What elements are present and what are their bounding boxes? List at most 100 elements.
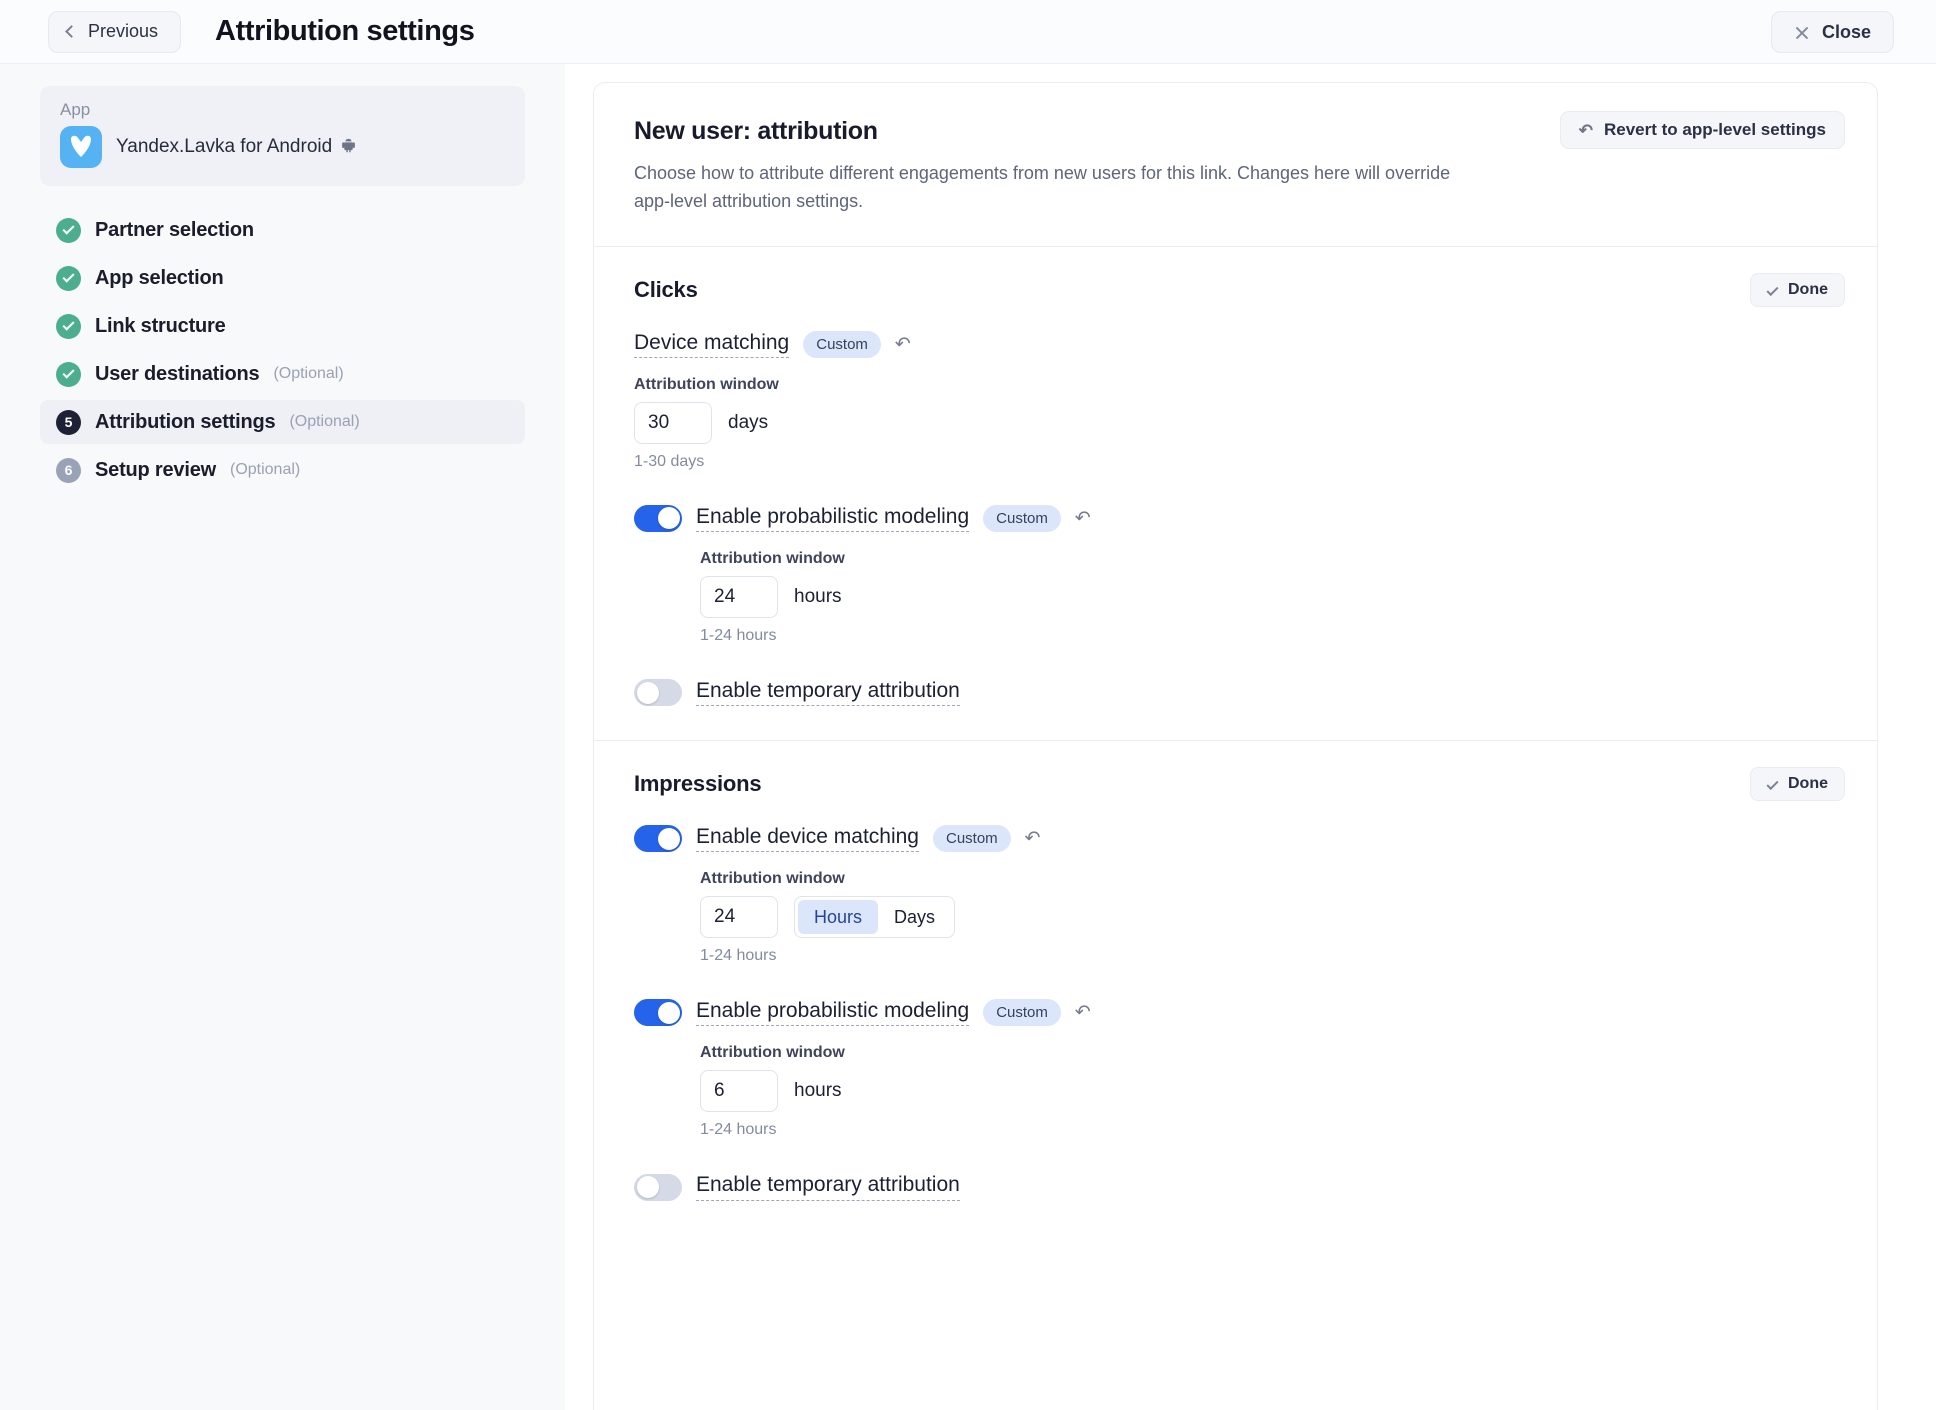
close-button-label: Close <box>1821 21 1871 42</box>
step-check-icon <box>56 361 81 387</box>
impressions-temporary-attribution-label[interactable]: Enable temporary attribution <box>696 1173 960 1201</box>
top-bar: Previous Attribution settings Close <box>0 0 1936 64</box>
attribution-window-label: Attribution window <box>700 1044 845 1062</box>
section-divider <box>594 245 1877 247</box>
clicks-section: Clicks Done Device matching Custom ↶ Att… <box>594 247 1877 740</box>
revert-button-label: Revert to app-level settings <box>1603 120 1826 139</box>
sidebar-item-label: Attribution settings <box>95 410 276 433</box>
impressions-temporary-attribution-toggle[interactable] <box>634 1173 682 1201</box>
impressions-probabilistic-label[interactable]: Enable probabilistic modeling <box>696 999 970 1027</box>
clicks-done-button[interactable]: Done <box>1750 272 1845 307</box>
attribution-window-line: hours <box>700 576 1837 619</box>
device-matching-custom-badge: Custom <box>803 330 881 358</box>
card-description: Choose how to attribute different engage… <box>634 163 1451 211</box>
previous-button-label: Previous <box>88 21 159 41</box>
clicks-probabilistic-label[interactable]: Enable probabilistic modeling <box>696 505 970 533</box>
app-name: Yandex.Lavka for Android <box>116 136 357 158</box>
section-divider <box>594 740 1877 742</box>
clicks-device-matching-window: Attribution window days 1-30 days <box>634 376 1837 471</box>
impressions-device-matching-row: Enable device matching Custom ↶ <box>634 825 1837 853</box>
sidebar-item-optional: (Optional) <box>229 461 301 478</box>
attribution-window-label: Attribution window <box>634 375 779 393</box>
android-icon <box>340 136 357 158</box>
segment-days[interactable]: Days <box>894 906 936 927</box>
impressions-device-matching-custom-badge: Custom <box>932 825 1011 853</box>
close-icon <box>1794 25 1809 40</box>
impressions-device-matching-label[interactable]: Enable device matching <box>696 825 919 853</box>
label-dotted: probabilistic modeling <box>767 999 970 1023</box>
impressions-device-matching-window-input[interactable] <box>700 896 778 939</box>
impressions-section: Impressions Done Enable device matching … <box>594 741 1877 1234</box>
attribution-window-hint: 1-24 hours <box>700 627 777 645</box>
check-icon <box>1766 283 1779 296</box>
clicks-probabilistic-toggle[interactable] <box>634 504 682 532</box>
attribution-window-unit: hours <box>794 586 842 608</box>
impressions-probabilistic-window-input[interactable] <box>700 1070 778 1113</box>
step-number-badge: 5 <box>56 409 81 435</box>
close-button[interactable]: Close <box>1770 11 1894 53</box>
sidebar-item-attribution-settings[interactable]: 5 Attribution settings (Optional) <box>40 400 525 444</box>
clicks-temporary-attribution-label[interactable]: Enable temporary attribution <box>696 679 960 707</box>
page-title: Attribution settings <box>215 15 475 47</box>
impressions-window-unit-segmented: Hours Days <box>794 896 956 939</box>
reset-impressions-device-matching-icon[interactable]: ↶ <box>1024 828 1041 850</box>
label-dotted: device matching <box>767 825 919 849</box>
impressions-section-title: Impressions <box>634 771 762 797</box>
label-dotted: temporary attribution <box>767 1173 960 1197</box>
clicks-probabilistic-window: Attribution window hours 1-24 hours <box>700 550 1837 645</box>
segment-hours[interactable]: Hours <box>798 900 879 935</box>
undo-icon: ↶ <box>1578 120 1593 140</box>
reset-device-matching-icon[interactable]: ↶ <box>894 333 911 355</box>
attribution-window-line: days <box>634 401 1837 444</box>
sidebar-item-setup-review[interactable]: 6 Setup review (Optional) <box>40 448 525 492</box>
sidebar-item-label: Link structure <box>95 314 226 337</box>
clicks-section-title: Clicks <box>634 276 698 302</box>
sidebar-item-user-destinations[interactable]: User destinations (Optional) <box>40 352 525 396</box>
clicks-temporary-row: Enable temporary attribution <box>634 679 1837 707</box>
step-check-icon <box>56 265 81 291</box>
sidebar-item-app-selection[interactable]: App selection <box>40 256 525 300</box>
card-title: New user: attribution <box>634 117 878 145</box>
reset-impressions-probabilistic-icon[interactable]: ↶ <box>1074 1002 1091 1024</box>
attribution-window-hint: 1-24 hours <box>700 1121 777 1139</box>
label-prefix: Enable <box>696 825 768 849</box>
attribution-window-label: Attribution window <box>700 550 845 568</box>
impressions-temporary-row: Enable temporary attribution <box>634 1173 1837 1201</box>
attribution-card: New user: attribution Choose how to attr… <box>593 82 1878 1410</box>
impressions-probabilistic-toggle[interactable] <box>634 999 682 1027</box>
reset-clicks-probabilistic-icon[interactable]: ↶ <box>1074 507 1091 529</box>
impressions-device-matching-window: Attribution window Hours Days 1-24 hours <box>700 870 1837 965</box>
clicks-done-label: Done <box>1788 280 1828 298</box>
app-card-label: App <box>60 100 91 119</box>
sidebar-item-link-structure[interactable]: Link structure <box>40 304 525 348</box>
clicks-temporary-attribution-toggle[interactable] <box>634 679 682 707</box>
sidebar-item-optional: (Optional) <box>273 365 344 382</box>
sidebar-item-optional: (Optional) <box>289 413 360 430</box>
sidebar-item-partner-selection[interactable]: Partner selection <box>40 208 525 252</box>
revert-to-app-level-settings-button[interactable]: ↶ Revert to app-level settings <box>1559 111 1845 149</box>
clicks-probabilistic-window-input[interactable] <box>700 576 778 619</box>
attribution-window-hint: 1-30 days <box>634 452 705 470</box>
check-icon <box>1766 778 1779 791</box>
attribution-window-label: Attribution window <box>700 870 845 888</box>
step-check-icon <box>56 217 81 243</box>
impressions-probabilistic-row: Enable probabilistic modeling Custom ↶ <box>634 999 1837 1027</box>
card-header: New user: attribution Choose how to attr… <box>594 83 1877 246</box>
previous-button[interactable]: Previous <box>48 10 182 53</box>
step-number-badge: 6 <box>56 457 81 483</box>
wizard-sidebar: App Yandex.Lavka for Android <box>0 64 565 1410</box>
sidebar-item-label: App selection <box>95 266 224 289</box>
attribution-window-line: Hours Days <box>700 896 1837 939</box>
device-matching-label[interactable]: Device matching <box>634 331 790 358</box>
clicks-device-matching-window-input[interactable] <box>634 401 712 444</box>
step-check-icon <box>56 313 81 339</box>
impressions-device-matching-toggle[interactable] <box>634 825 682 853</box>
label-prefix: Enable <box>696 999 768 1023</box>
attribution-window-line: hours <box>700 1070 1837 1113</box>
label-prefix: Enable <box>696 1173 768 1197</box>
clicks-device-matching-row: Device matching Custom ↶ <box>634 331 1837 358</box>
page-body: App Yandex.Lavka for Android <box>0 64 1936 1410</box>
impressions-done-button[interactable]: Done <box>1750 767 1845 802</box>
app-card: App Yandex.Lavka for Android <box>40 86 525 186</box>
attribution-window-hint: 1-24 hours <box>700 947 777 965</box>
